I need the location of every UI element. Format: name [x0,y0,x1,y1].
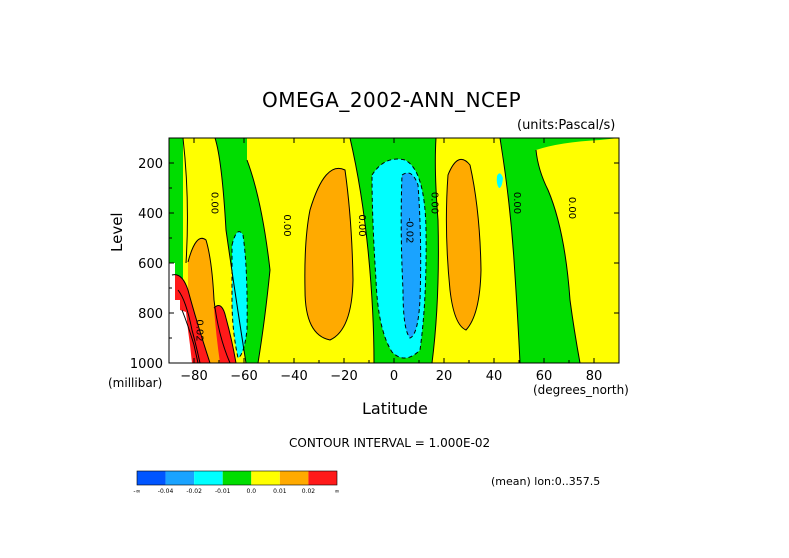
contour-label: 0.00 [356,214,367,236]
contour-pos-sh-polar-5 [213,305,237,363]
band-pos-strong-sh-polar-2 [214,305,236,363]
y-tick-label: 600 [138,257,163,272]
units-label: (units:Pascal/s) [517,118,616,133]
contour-label: 0.00 [209,192,220,214]
colorbar-tick-label: 0.02 [302,488,316,495]
contour-zero-sh-mid [214,138,247,363]
contour-label: -0.02 [404,218,415,244]
colorbar-frame [136,470,338,486]
colorbar-tick-label: 0.0 [247,488,257,495]
x-axis-units: (degrees_north) [533,383,629,397]
contour-line-layer [171,138,581,363]
y-tick-label: 400 [138,207,163,222]
contour-zero-nh-subtrop-e [499,138,521,363]
colorbar-tick-label: 0.01 [273,488,287,495]
x-tick-label: 60 [536,369,553,384]
contour-interval-label: CONTOUR INTERVAL = 1.000E-02 [289,436,491,450]
band-pos-nh-subtropics [446,159,481,330]
contour-label: 0.00 [566,197,577,219]
colorbar-swatch [279,471,309,485]
contour-zero-sh-subtrop-w [246,159,271,363]
y-tick-label: 800 [138,307,163,322]
x-axis-label: Latitude [362,399,428,418]
contour-label-layer: 0.00 0.00 0.00 -0.02 0.00 0.00 0.00 0.02 [194,192,578,342]
contour-pos-nh-subtrop [445,158,482,331]
colorbar: -∞ -0.04 -0.02 -0.01 0.0 0.01 0.02 ∞ [133,470,340,495]
contour-neg-sh-polar [231,231,248,359]
colorbar-swatch [222,471,252,485]
band-neg-sh-polar [232,231,248,358]
mean-longitude-label: (mean) lon:0..357.5 [491,475,601,488]
contour-label: 0.00 [429,192,440,214]
contour-label: 0.00 [511,192,522,214]
x-tick-label: 20 [436,369,453,384]
x-tick-label: −60 [230,369,257,384]
contour-pos-sh-polar-2 [171,274,211,363]
colorbar-swatch [137,471,166,485]
x-tick-label: 0 [390,369,398,384]
colorbar-tick-label: ∞ [335,488,340,495]
contour-zero-nh-polar [535,149,581,363]
x-tick-label: −40 [280,369,307,384]
chart-title: OMEGA_2002-ANN_NCEP [262,88,522,112]
x-tick-label: 40 [486,369,503,384]
colorbar-swatch [165,471,195,485]
missing-data-region [169,263,192,363]
band-neg-spot [496,173,503,188]
y-axis-units: (millibar) [108,376,163,390]
contour-label: 0.00 [281,214,292,236]
x-tick-label: 80 [586,369,603,384]
axes-layer: −80 −60 −40 −20 0 20 40 60 80 200 400 600 800 1000 [130,137,620,384]
contour-neg-strong-equator [400,172,422,339]
contour-pos-sh-subtrop [304,168,354,341]
colorbar-tick-label: -0.04 [158,488,174,495]
contour-pos-sh-polar-3 [177,289,201,363]
colorbar-tick-label: -0.01 [215,488,231,495]
x-tick-label: −20 [330,369,357,384]
contour-pos-sh-polar-1 [187,237,231,363]
band-pos-sh-subtropics [304,168,353,340]
colorbar-tick-label: -0.02 [186,488,202,495]
colorbar-swatch [194,471,223,485]
band-weak-pos-nh-polar [536,138,619,363]
contour-zero-sh-subtrop-e [349,138,375,363]
x-tick-label: −80 [180,369,207,384]
contour-pos-sh-polar-4 [181,309,199,363]
colorbar-swatch [308,471,337,485]
contour-zero-sh-polar [182,138,188,264]
y-tick-label: 200 [138,157,163,172]
band-neg-strong-equator [401,172,421,338]
y-tick-label: 1000 [130,357,163,372]
contour-label: 0.02 [194,319,205,341]
colorbar-tick-label: -∞ [133,488,140,495]
contour-fill-layer [169,138,619,363]
contour-zero-nh-subtrop-w [431,138,439,363]
colorbar-swatch [251,471,280,485]
